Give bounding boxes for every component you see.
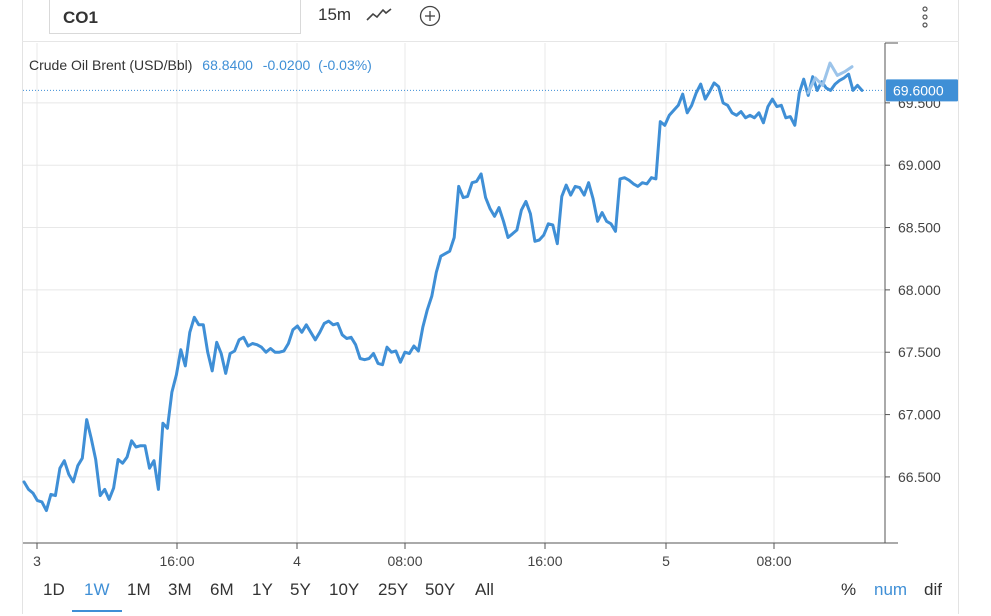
price-tag: 69.6000 xyxy=(886,79,958,102)
symbol-input[interactable]: CO1 xyxy=(49,0,301,34)
range-button-5y[interactable]: 5Y xyxy=(290,580,311,599)
scale-button-percent[interactable]: % xyxy=(841,580,857,599)
y-tick-label: 68.000 xyxy=(898,282,941,298)
x-tick-label: 16:00 xyxy=(527,553,562,569)
svg-text:Crude Oil Brent (USD/Bbl): Crude Oil Brent (USD/Bbl) 68.8400 -0.020… xyxy=(29,57,372,73)
y-tick-label: 69.000 xyxy=(898,157,941,173)
range-bar: 1D 1W 1M 3M 6M 1Y 5Y 10Y 25Y 50Y All % num dif xyxy=(22,572,959,612)
active-range-indicator xyxy=(72,610,122,612)
x-axis: 3 16:00 4 08:00 16:00 5 08:00 xyxy=(23,542,885,569)
range-button-25y[interactable]: 25Y xyxy=(378,580,409,599)
range-button-1y[interactable]: 1Y xyxy=(252,580,273,599)
scale-button-dif[interactable]: dif xyxy=(924,580,942,599)
add-indicator-icon[interactable] xyxy=(418,4,442,28)
range-button-1w[interactable]: 1W xyxy=(84,580,110,599)
range-button-50y[interactable]: 50Y xyxy=(425,580,456,599)
grid-lines xyxy=(23,43,884,543)
legend-change: -0.0200 xyxy=(263,57,311,73)
chart-legend: Crude Oil Brent (USD/Bbl) 68.8400 -0.020… xyxy=(29,57,372,73)
chart-frame xyxy=(22,0,959,614)
range-button-1d[interactable]: 1D xyxy=(43,580,65,599)
interval-selector[interactable]: 15m xyxy=(318,5,352,24)
legend-value: 68.8400 xyxy=(202,57,253,73)
symbol-text: CO1 xyxy=(63,8,98,27)
x-tick-label: 5 xyxy=(662,553,670,569)
x-tick-label: 08:00 xyxy=(756,553,791,569)
y-tick-label: 68.500 xyxy=(898,220,941,236)
x-tick-label: 08:00 xyxy=(387,553,422,569)
x-tick-label: 4 xyxy=(293,553,301,569)
range-button-10y[interactable]: 10Y xyxy=(329,580,360,599)
x-tick-label: 16:00 xyxy=(159,553,194,569)
y-tick-label: 67.500 xyxy=(898,344,941,360)
legend-series-name: Crude Oil Brent (USD/Bbl) xyxy=(29,57,192,73)
y-tick-label: 67.000 xyxy=(898,407,941,423)
range-button-1m[interactable]: 1M xyxy=(127,580,151,599)
chart-toolbar: CO1 15m xyxy=(22,0,959,42)
x-tick-label: 3 xyxy=(33,553,41,569)
price-series-overlay-line xyxy=(806,61,854,95)
range-button-3m[interactable]: 3M xyxy=(168,580,192,599)
legend-change-pct: (-0.03%) xyxy=(318,57,372,73)
line-chart-icon[interactable] xyxy=(365,4,393,26)
scale-button-num[interactable]: num xyxy=(874,580,908,599)
range-button-6m[interactable]: 6M xyxy=(210,580,234,599)
price-series-line xyxy=(22,72,864,513)
more-menu-icon[interactable] xyxy=(919,4,931,30)
y-axis: 66.50067.00067.50068.00068.50069.00069.5… xyxy=(884,42,941,544)
range-button-all[interactable]: All xyxy=(475,580,494,599)
price-tag-text: 69.6000 xyxy=(893,82,944,98)
price-chart: 66.50067.00067.50068.00068.50069.00069.5… xyxy=(22,42,958,569)
y-tick-label: 66.500 xyxy=(898,469,941,485)
